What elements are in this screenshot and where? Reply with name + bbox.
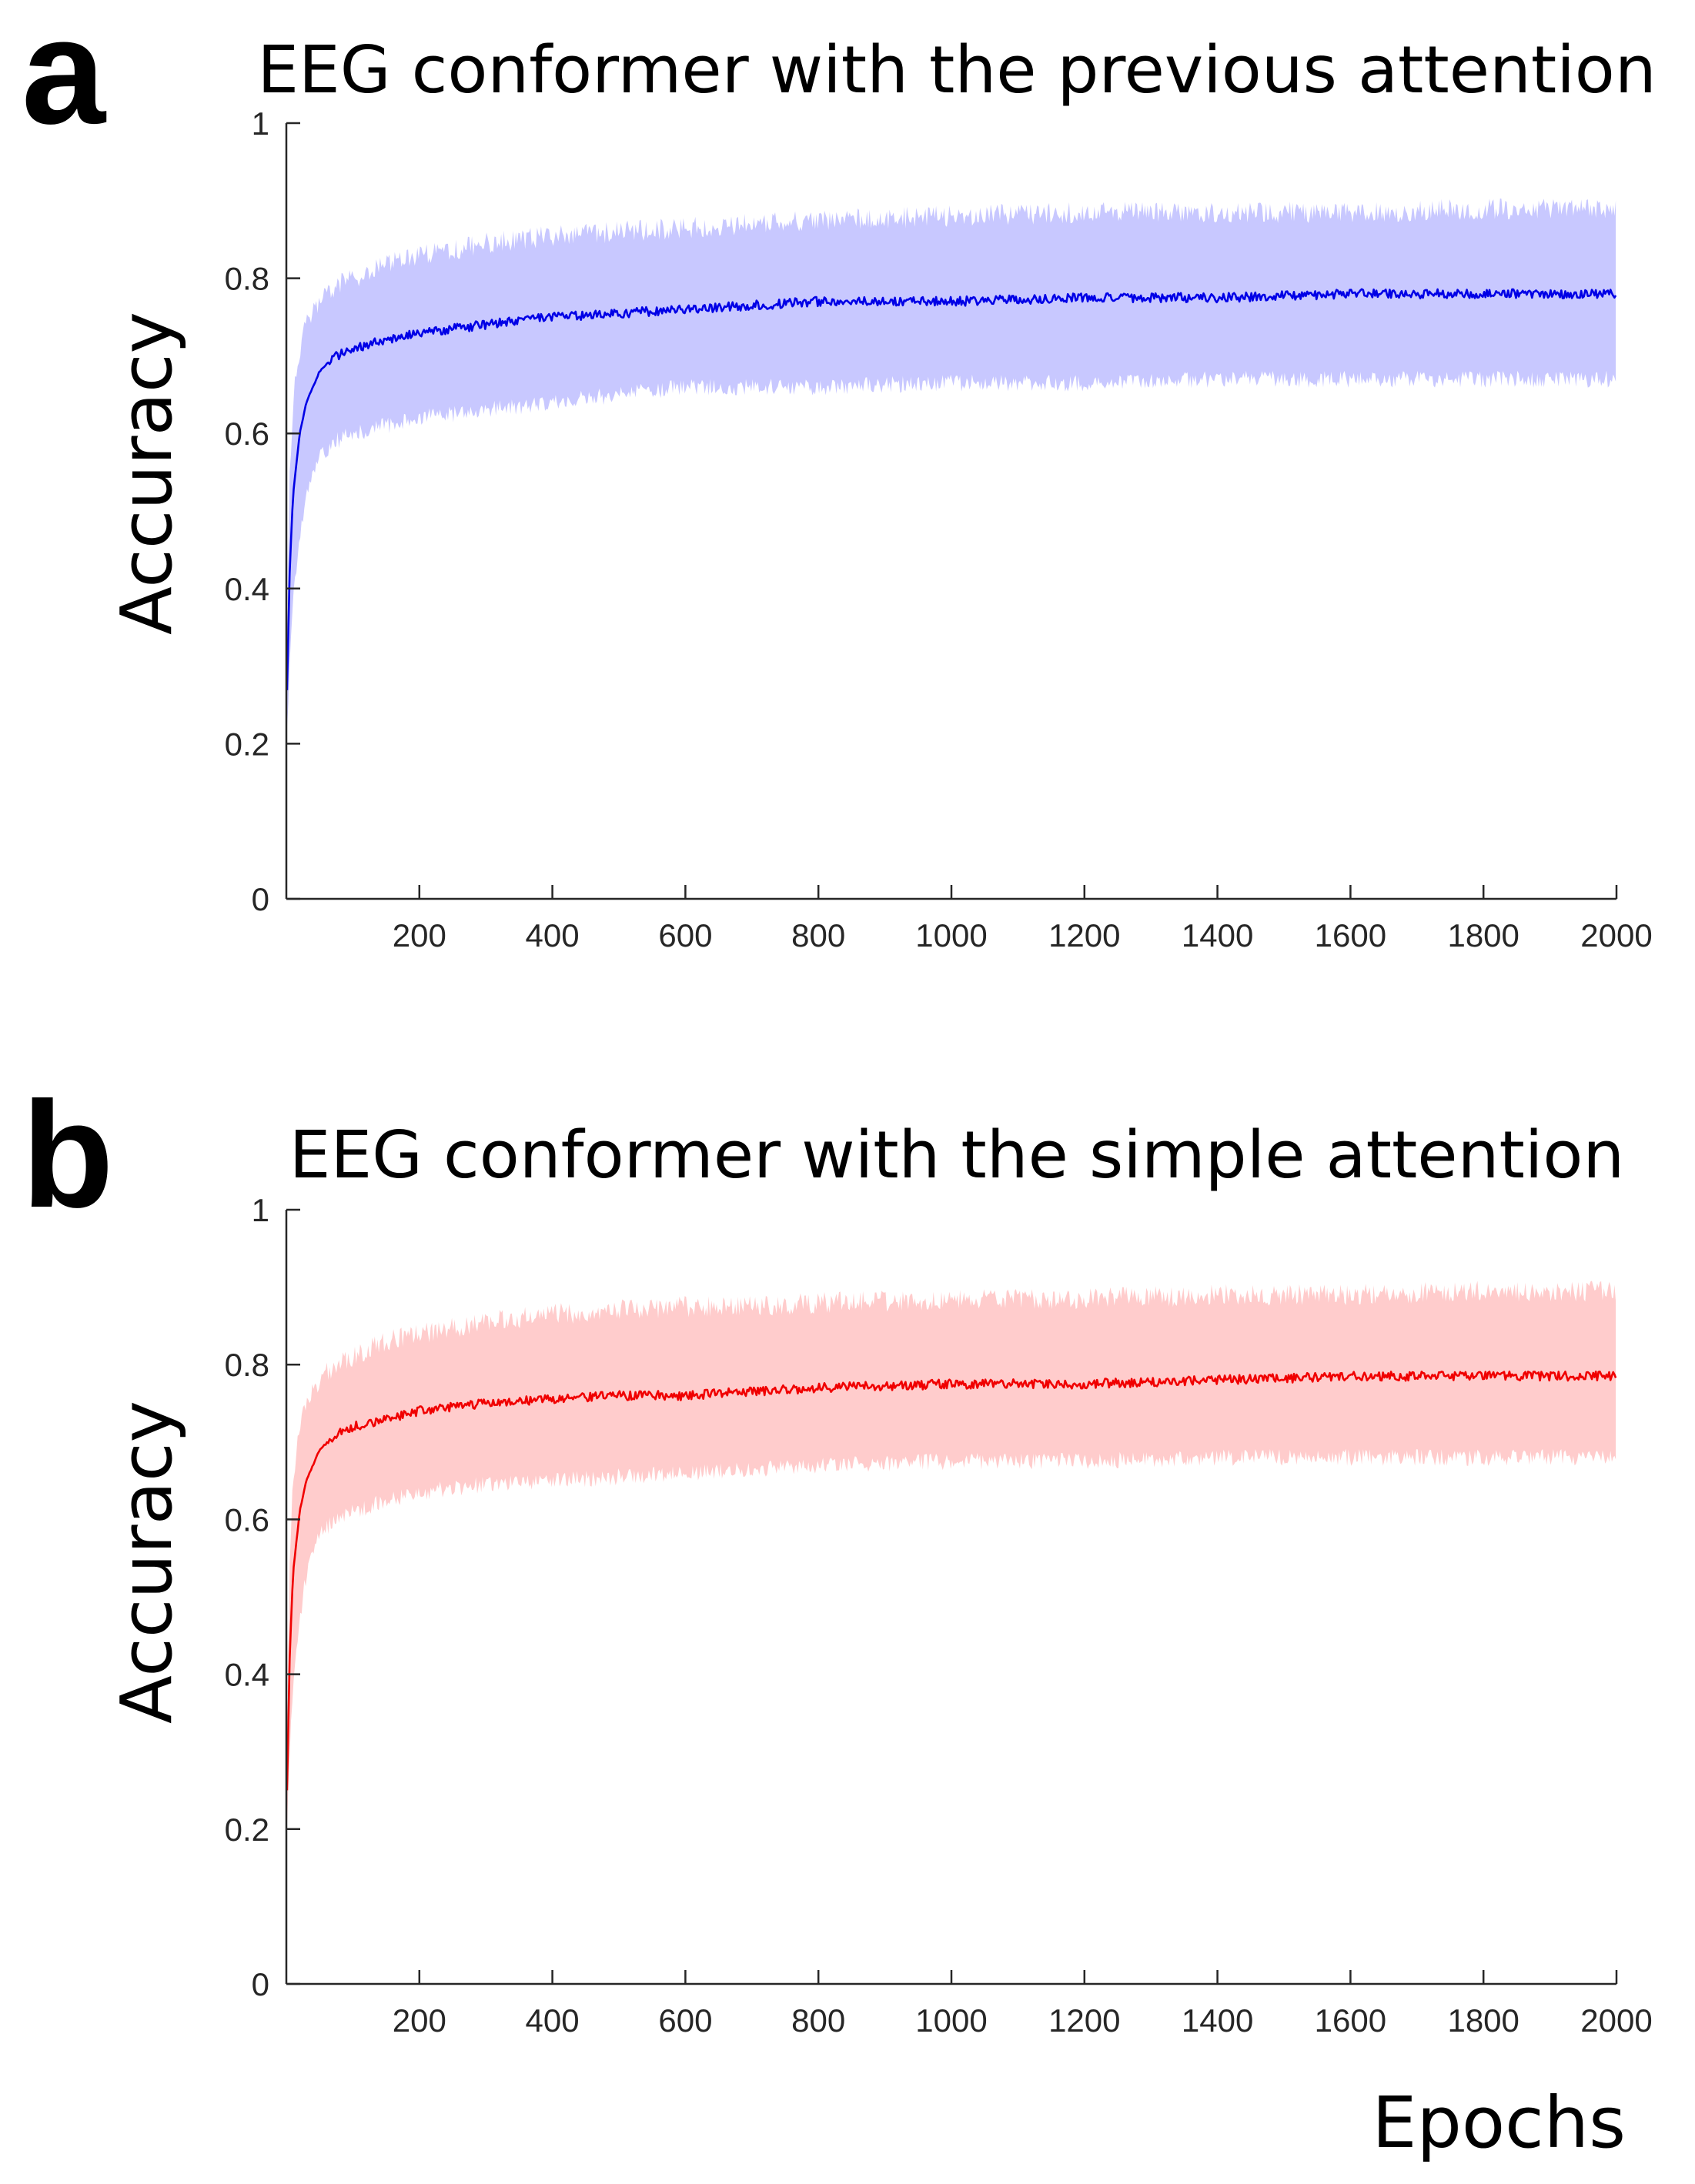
y-tick-label-a: 0.6: [225, 416, 269, 452]
x-tick-label-a: 400: [526, 917, 580, 953]
x-tick-label-b: 400: [526, 2002, 580, 2039]
y-axis-label-b: Accuracy: [105, 1401, 188, 1724]
x-tick-label-a: 600: [658, 917, 712, 953]
x-axis-label: Epochs: [1372, 2082, 1626, 2164]
x-tick-label-b: 800: [791, 2002, 845, 2039]
mean-line-a: [286, 288, 1617, 690]
panel-b: b EEG conformer with the simple attentio…: [22, 1070, 1653, 2039]
x-tick-label-b: 200: [393, 2002, 446, 2039]
mean-line-b: [286, 1371, 1617, 1791]
panel-a: a EEG conformer with the previous attent…: [22, 0, 1657, 953]
x-tick-label-a: 1400: [1182, 917, 1253, 953]
y-tick-label-a: 0.8: [225, 261, 269, 297]
y-axis-label-a: Accuracy: [105, 312, 188, 635]
y-tick-label-a: 0.2: [225, 726, 269, 762]
y-tick-label-b: 0: [252, 1966, 269, 2002]
panel-letter-b: b: [22, 1070, 114, 1239]
y-tick-label-b: 0.4: [225, 1657, 269, 1693]
y-tick-label-a: 0.4: [225, 571, 269, 607]
x-tick-label-b: 1200: [1048, 2002, 1120, 2039]
panel-letter-a: a: [22, 0, 107, 155]
chart-title-b: EEG conformer with the simple attention: [289, 1117, 1625, 1194]
y-tick-label-a: 0: [252, 881, 269, 917]
y-tick-label-b: 1: [252, 1192, 269, 1228]
x-tick-label-b: 1000: [915, 2002, 987, 2039]
x-tick-label-b: 2000: [1580, 2002, 1652, 2039]
x-tick-label-a: 2000: [1580, 917, 1652, 953]
y-tick-label-b: 0.8: [225, 1347, 269, 1383]
x-tick-label-a: 1800: [1447, 917, 1519, 953]
std-band-a: [286, 198, 1616, 728]
x-tick-label-a: 800: [791, 917, 845, 953]
y-tick-label-b: 0.2: [225, 1812, 269, 1848]
chart-title-a: EEG conformer with the previous attentio…: [257, 32, 1656, 109]
x-tick-label-b: 1600: [1315, 2002, 1386, 2039]
x-tick-label-a: 200: [393, 917, 446, 953]
x-tick-label-a: 1200: [1048, 917, 1120, 953]
x-tick-label-b: 1800: [1447, 2002, 1519, 2039]
std-band-b: [286, 1281, 1616, 1827]
y-tick-label-a: 1: [252, 105, 269, 142]
x-tick-label-a: 1000: [915, 917, 987, 953]
y-tick-label-b: 0.6: [225, 1501, 269, 1538]
x-tick-label-b: 1400: [1182, 2002, 1253, 2039]
x-tick-label-b: 600: [658, 2002, 712, 2039]
x-tick-label-a: 1600: [1315, 917, 1386, 953]
